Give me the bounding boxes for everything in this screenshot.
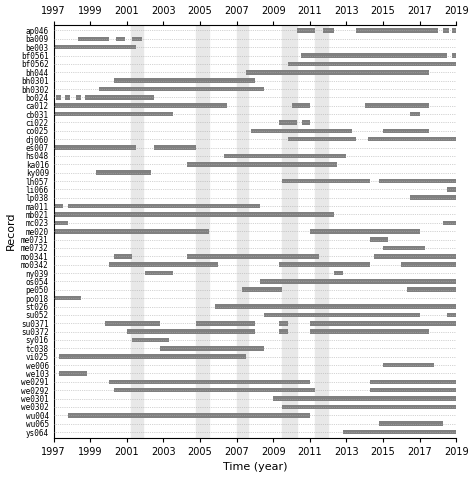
Bar [292,103,310,108]
Bar [55,95,61,100]
Bar [191,103,228,108]
Bar [260,279,456,284]
Bar [54,103,200,108]
Bar [54,145,136,150]
Bar [383,129,428,133]
Bar [288,137,356,141]
Bar [368,137,456,141]
Bar [310,229,419,234]
Bar [54,212,334,217]
Bar [78,36,109,41]
Bar [370,237,389,242]
Bar [288,62,456,66]
Bar [447,187,456,192]
Bar [323,28,334,33]
Y-axis label: Record: Record [6,212,16,250]
Bar [279,321,288,326]
Bar [109,262,219,267]
Bar [273,396,456,401]
Bar [279,329,288,334]
Bar [251,129,352,133]
Bar [96,170,151,175]
Bar [64,95,70,100]
Bar [310,321,456,326]
Bar [145,271,173,275]
Bar [54,112,173,117]
Bar [54,296,81,301]
Bar [410,112,419,117]
Bar [379,421,443,426]
Bar [283,404,456,409]
Bar [224,153,346,158]
Bar [447,313,456,317]
Bar [302,120,310,125]
Bar [54,45,136,49]
Bar [453,28,456,33]
Bar [59,354,246,359]
Bar [114,388,315,392]
Bar [105,321,160,326]
Bar [383,363,434,368]
Bar [379,179,456,184]
Bar [401,262,456,267]
Bar [132,36,142,41]
Bar [315,24,328,438]
Bar [343,430,456,435]
Bar [76,95,81,100]
Bar [310,329,428,334]
Bar [374,254,456,259]
Bar [453,53,456,58]
Bar [370,388,456,392]
Bar [127,329,255,334]
Bar [365,103,428,108]
X-axis label: Time (year): Time (year) [223,462,287,472]
Bar [242,287,283,292]
Bar [155,145,196,150]
Bar [196,24,209,438]
Bar [59,371,87,376]
Bar [109,380,310,384]
Bar [283,24,297,438]
Bar [264,313,419,317]
Bar [54,220,68,225]
Bar [132,337,169,342]
Bar [68,204,260,208]
Bar [114,78,255,83]
Bar [279,262,370,267]
Bar [206,103,224,108]
Bar [410,196,456,200]
Bar [383,246,425,250]
Bar [301,53,447,58]
Bar [54,229,209,234]
Bar [100,87,264,91]
Bar [68,413,310,418]
Bar [356,28,438,33]
Bar [334,271,343,275]
Bar [283,179,370,184]
Bar [114,254,132,259]
Bar [85,95,155,100]
Bar [116,36,125,41]
Bar [297,28,315,33]
Bar [187,254,319,259]
Bar [187,162,337,167]
Bar [279,120,297,125]
Bar [160,346,264,351]
Bar [370,380,456,384]
Bar [407,287,456,292]
Bar [443,220,456,225]
Bar [246,70,428,75]
Bar [443,28,449,33]
Bar [215,304,456,309]
Bar [237,24,247,438]
Bar [130,24,143,438]
Bar [54,204,63,208]
Bar [196,321,255,326]
